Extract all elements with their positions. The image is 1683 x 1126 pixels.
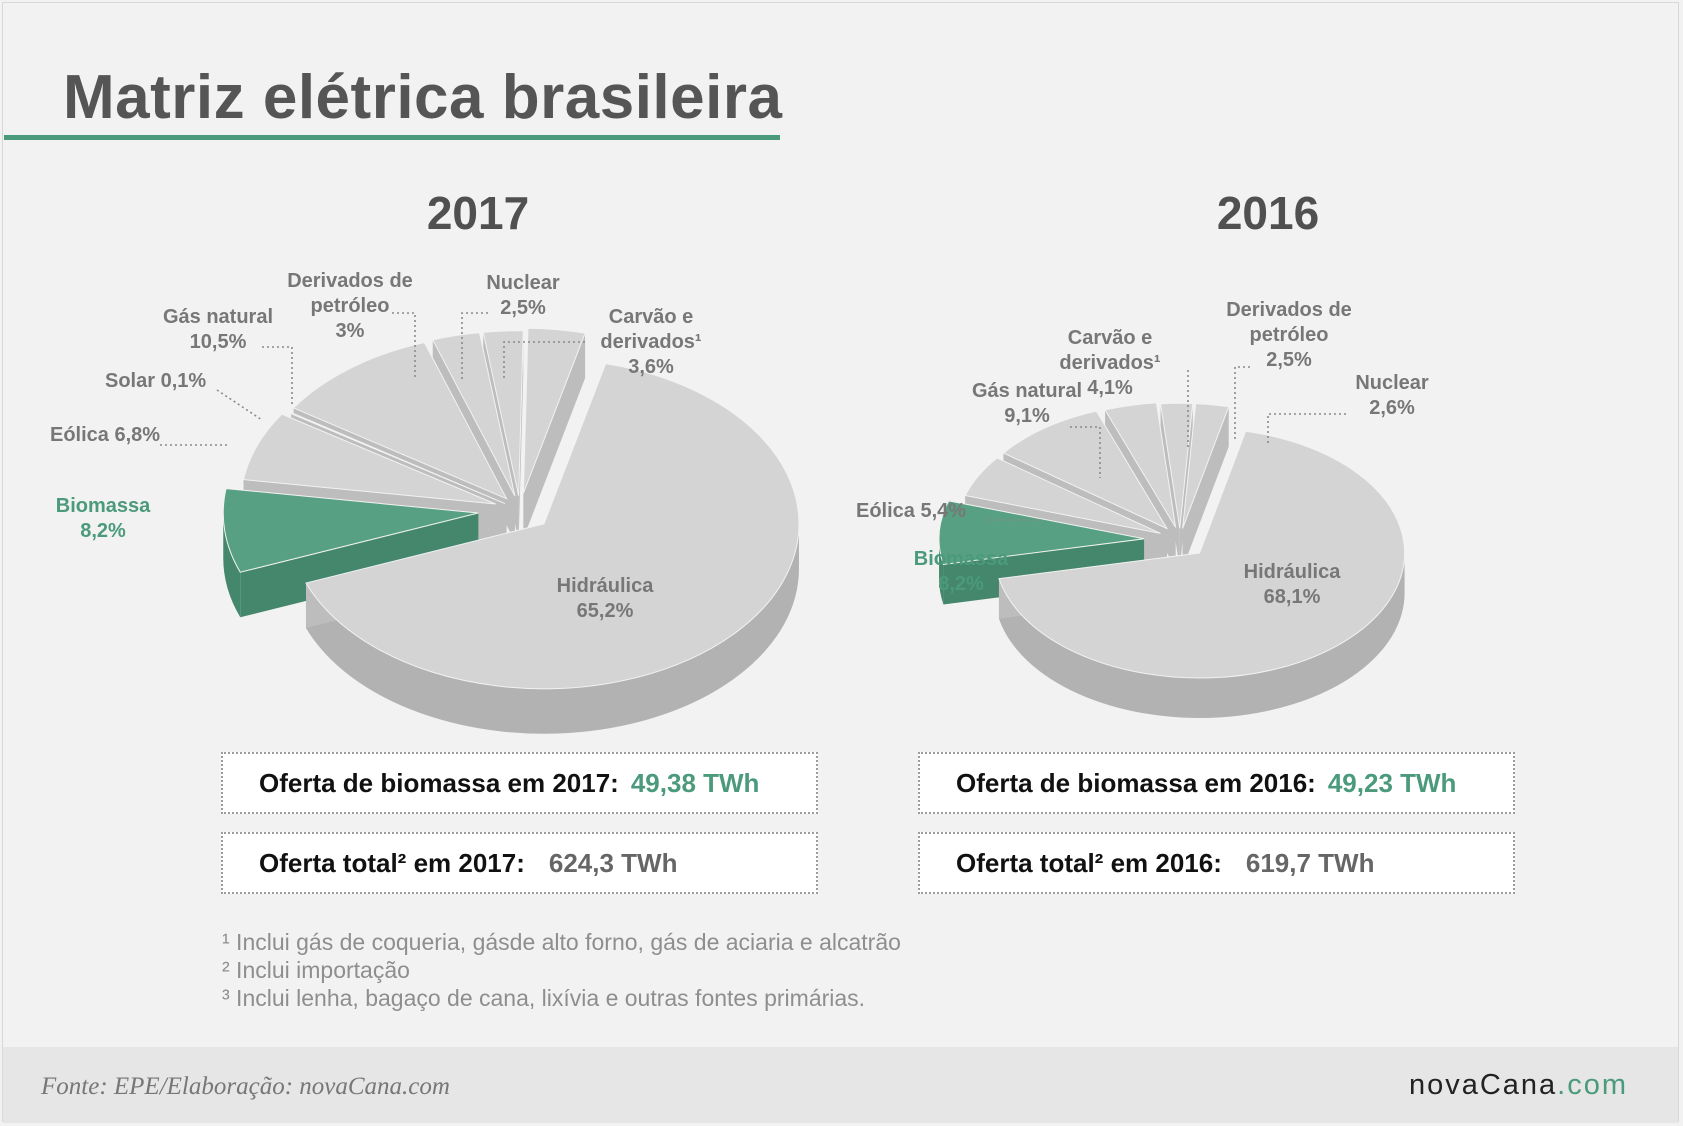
total-supply-2017-box: Oferta total² em 2017: 624,3 TWh <box>221 832 818 894</box>
biomass-supply-2016-box: Oferta de biomassa em 2016: 49,23 TWh <box>918 752 1515 814</box>
leader-line-solar <box>216 389 263 421</box>
slice-biomassa <box>222 488 479 573</box>
footer-bar: Fonte: EPE/Elaboração: novaCana.com nova… <box>3 1047 1678 1123</box>
pie-2017: Hidráulica 65,2% Biomassa 8,2% Eólica 6,8% So… <box>50 270 800 734</box>
slice-label-eolica: Eólica 6,8% <box>50 424 160 446</box>
chart-title-2016: 2016 <box>1216 187 1320 239</box>
slice-derivados-de-petroleo <box>1160 402 1194 529</box>
slice-carvao-e-derivados <box>522 327 586 494</box>
slice-label-nuclear: Nuclear 2,5% <box>486 272 560 319</box>
slice-label-biomassa: Biomassa 8,2% <box>56 495 151 542</box>
slice-face-nuclear <box>1182 406 1229 569</box>
novacana-logo: novaCana.com <box>1408 1069 1628 1101</box>
slice-eolica <box>242 413 496 505</box>
total-supply-2016-label: Oferta total² em 2016: <box>956 847 1222 878</box>
biomass-supply-2017-value: 49,38 TWh <box>630 767 760 798</box>
slice-label-derivados-de-petroleo: Derivados de petróleo 3% <box>287 270 413 342</box>
slice-gas-natural <box>1002 410 1169 530</box>
slice-label-gas-natural: Gás natural 9,1% <box>972 380 1082 427</box>
slice-label-solar: Solar 0,1% <box>105 370 206 392</box>
biomass-supply-2016-label: Oferta de biomassa em 2016: <box>956 767 1316 798</box>
leader-line-carvao-e-derivados <box>503 341 585 380</box>
biomass-supply-2017-label: Oferta de biomassa em 2017: <box>259 767 619 798</box>
leader-line-nuclear <box>461 312 488 380</box>
slice-biomassa <box>938 500 1145 566</box>
slice-nuclear <box>482 330 524 496</box>
slice-derivados-de-petroleo <box>432 332 516 497</box>
chart-title-2017: 2017 <box>426 187 530 239</box>
footnote-1: ¹ Inclui gás de coqueria, gásde alto for… <box>222 929 901 955</box>
slice-gas-natural <box>292 341 508 500</box>
leader-line-gas-natural <box>262 346 293 405</box>
slice-label-carvao-e-derivados: Carvão e derivados¹ 3,6% <box>600 306 701 378</box>
total-supply-2017-label: Oferta total² em 2017: <box>259 847 525 878</box>
page-title: Matriz elétrica brasileira <box>63 63 783 132</box>
footnote-2: ² Inclui importação <box>222 957 410 983</box>
slice-label-gas-natural: Gás natural 10,5% <box>163 306 273 353</box>
pie-2016: Hidráulica 68,1% Biomassa 8,2% Eólica 5,4% Gá… <box>856 299 1429 718</box>
footnotes: ¹ Inclui gás de coqueria, gásde alto for… <box>222 928 901 1012</box>
slice-label-hidraulica: Hidráulica 65,2% <box>557 575 655 622</box>
slice-label-carvao-e-derivados: Carvão e derivados¹ 4,1% <box>1059 327 1160 399</box>
slice-carvao-e-derivados <box>1104 402 1177 528</box>
total-supply-2016-box: Oferta total² em 2016: 619,7 TWh <box>918 832 1515 894</box>
leader-line-nuclear <box>1267 413 1346 445</box>
total-supply-2016-value: 619,7 TWh <box>1245 847 1375 878</box>
slice-side-hidraulica <box>305 523 799 734</box>
slice-label-hidraulica: Hidráulica 68,1% <box>1244 561 1342 608</box>
slice-hidraulica <box>305 363 800 690</box>
footnote-3: ³ Inclui lenha, bagaço de cana, lixívia … <box>222 985 866 1011</box>
slice-label-derivados-de-petroleo: Derivados de petróleo 2,5% <box>1226 299 1352 371</box>
biomass-supply-2016-value: 49,23 TWh <box>1327 767 1457 798</box>
slice-label-eolica: Eólica 5,4% <box>856 500 966 522</box>
slice-side-biomassa <box>939 538 944 605</box>
slice-hidraulica <box>998 430 1406 679</box>
slice-label-biomassa: Biomassa 8,2% <box>914 548 1009 595</box>
biomass-supply-2017-box: Oferta de biomassa em 2017: 49,38 TWh <box>221 752 818 814</box>
leader-line-derivados-de-petroleo <box>1234 366 1250 440</box>
leader-line-gas-natural <box>1070 426 1101 478</box>
slice-nuclear <box>1182 403 1230 529</box>
total-supply-2017-value: 624,3 TWh <box>548 847 678 878</box>
slice-solar <box>290 412 506 505</box>
slice-side-biomassa <box>223 512 241 618</box>
slice-side-hidraulica <box>998 552 1405 718</box>
slice-label-nuclear: Nuclear 2,6% <box>1355 372 1429 419</box>
source-credit: Fonte: EPE/Elaboração: novaCana.com <box>41 1073 450 1100</box>
slice-eolica <box>964 457 1161 534</box>
slice-face-carvao-e-derivados <box>523 333 586 539</box>
title-underline <box>4 135 780 140</box>
